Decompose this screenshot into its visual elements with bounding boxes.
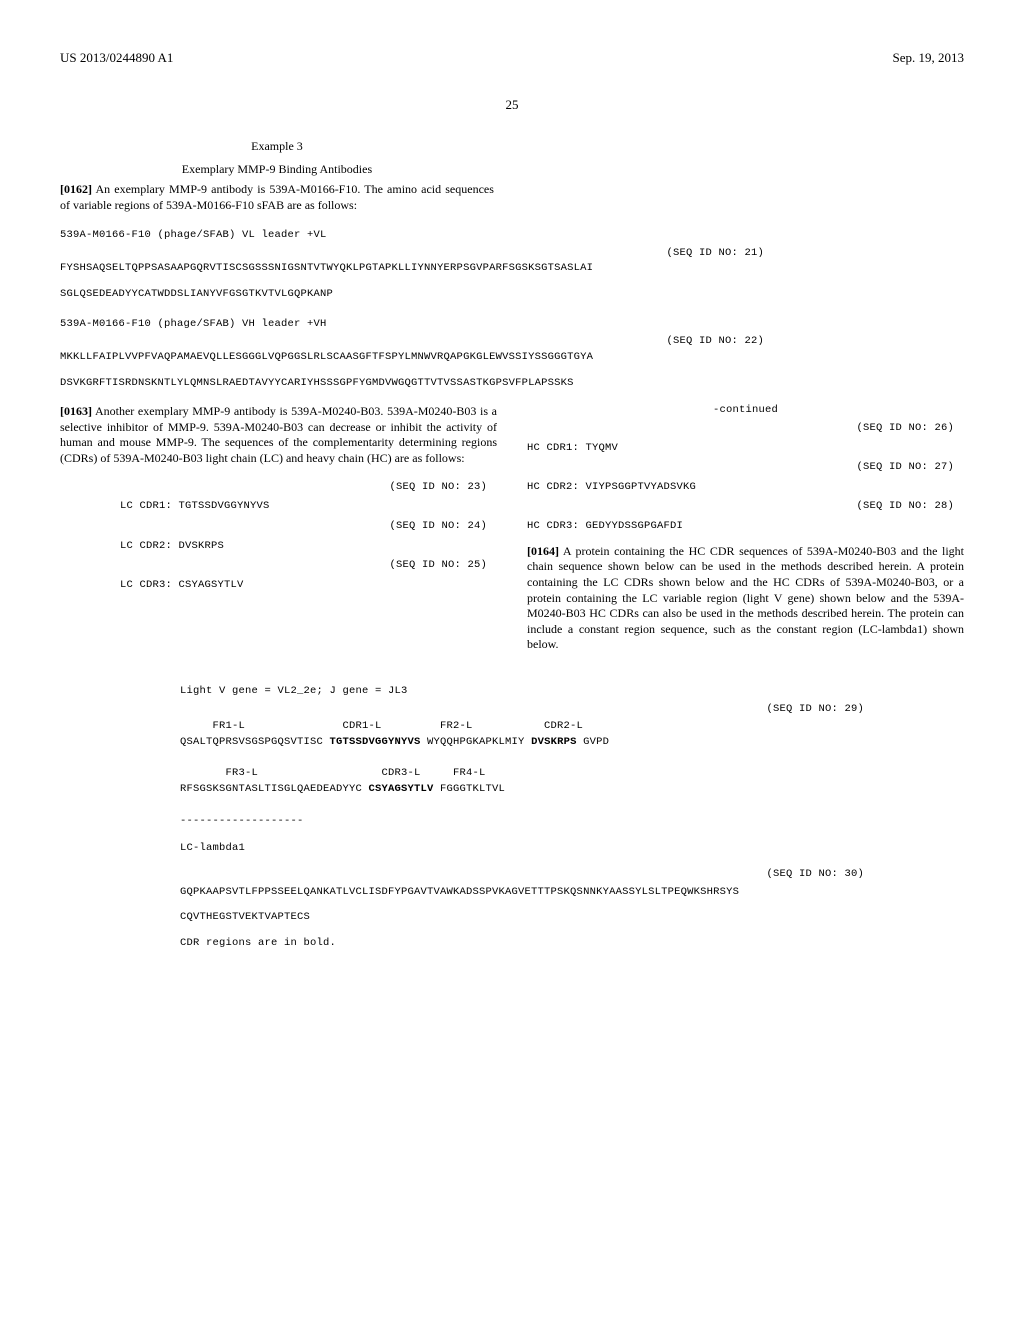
seq-line: MKKLLFAIPLVVPFVAQPAMAEVQLLESGGGLVQPGGSLR… xyxy=(60,351,964,365)
seq-id: (SEQ ID NO: 22) xyxy=(60,335,964,349)
cdr-row: LC CDR2: DVSKRPS xyxy=(120,540,497,554)
publication-number: US 2013/0244890 A1 xyxy=(60,50,173,67)
cdr-row: (SEQ ID NO: 23) xyxy=(120,481,497,495)
lambda-note: CDR regions are in bold. xyxy=(180,937,904,951)
cdr-row: HC CDR2: VIYPSGGPTVYADSVKG xyxy=(527,481,964,495)
para-num: [0162] xyxy=(60,182,92,196)
cdr-row: (SEQ ID NO: 28) xyxy=(527,500,964,514)
page-header: US 2013/0244890 A1 Sep. 19, 2013 xyxy=(60,50,964,67)
paragraph-0164: [0164] A protein containing the HC CDR s… xyxy=(527,544,964,653)
cdr-seq: VIYPSGGPTVYADSVKG xyxy=(586,481,697,495)
para-num: [0163] xyxy=(60,404,92,418)
cdr-seq: GEDYYDSSGPGAFDI xyxy=(586,520,684,534)
separator: ------------------- xyxy=(180,815,904,829)
hc-cdr-table: -continued (SEQ ID NO: 26) HC CDR1: TYQM… xyxy=(527,404,964,533)
seq-id: (SEQ ID NO: 26) xyxy=(856,422,964,436)
framework-block: Light V gene = VL2_2e; J gene = JL3 (SEQ… xyxy=(60,685,964,951)
cdr-label: LC CDR3: xyxy=(120,579,172,593)
seq-block-21: 539A-M0166-F10 (phage/SFAB) VL leader +V… xyxy=(60,229,964,302)
cdr-seq: TYQMV xyxy=(586,442,619,456)
publication-date: Sep. 19, 2013 xyxy=(893,50,965,67)
left-column: [0163] Another exemplary MMP-9 antibody … xyxy=(60,404,497,665)
fw-labels-1: FR1-L CDR1-L FR2-L CDR2-L xyxy=(180,720,904,734)
lambda-block: LC-lambda1 (SEQ ID NO: 30) GQPKAAPSVTLFP… xyxy=(180,842,904,950)
seq-id: (SEQ ID NO: 25) xyxy=(389,559,497,573)
seq-id: (SEQ ID NO: 28) xyxy=(856,500,964,514)
cdr-row: LC CDR1: TGTSSDVGGYNYVS xyxy=(120,500,497,514)
para-text: A protein containing the HC CDR sequence… xyxy=(527,544,964,652)
cdr-label: HC CDR1: xyxy=(527,442,579,456)
cdr-seq: TGTSSDVGGYNYVS xyxy=(179,500,270,514)
fw-row-2: RFSGSKSGNTASLTISGLQAEDEADYYC CSYAGSYTLV … xyxy=(180,783,904,797)
seq-id: (SEQ ID NO: 27) xyxy=(856,461,964,475)
lambda-label: LC-lambda1 xyxy=(180,842,904,856)
cdr-label: LC CDR1: xyxy=(120,500,172,514)
continued-label: -continued xyxy=(527,404,964,418)
example-subtitle: Exemplary MMP-9 Binding Antibodies xyxy=(60,162,494,178)
example-title: Example 3 xyxy=(60,139,494,155)
lc-cdr-table: (SEQ ID NO: 23) LC CDR1: TGTSSDVGGYNYVS … xyxy=(60,481,497,593)
lambda-seq-1: GQPKAAPSVTLFPPSSEELQANKATLVCLISDFYPGAVTV… xyxy=(180,886,904,900)
cdr-row: HC CDR1: TYQMV xyxy=(527,442,964,456)
para-text: An exemplary MMP-9 antibody is 539A-M016… xyxy=(60,182,494,212)
seq-id: (SEQ ID NO: 23) xyxy=(389,481,497,495)
seq-id-30: (SEQ ID NO: 30) xyxy=(180,868,904,882)
right-column: -continued (SEQ ID NO: 26) HC CDR1: TYQM… xyxy=(527,404,964,665)
two-column-section: [0163] Another exemplary MMP-9 antibody … xyxy=(60,404,964,665)
fw-labels-2: FR3-L CDR3-L FR4-L xyxy=(180,767,904,781)
cdr-label: LC CDR2: xyxy=(120,540,172,554)
seq-label: 539A-M0166-F10 (phage/SFAB) VH leader +V… xyxy=(60,318,964,332)
cdr-row: (SEQ ID NO: 25) xyxy=(120,559,497,573)
cdr-row: LC CDR3: CSYAGSYTLV xyxy=(120,579,497,593)
lambda-seq-2: CQVTHEGSTVEKTVAPTECS xyxy=(180,911,904,925)
paragraph-0162: [0162] An exemplary MMP-9 antibody is 53… xyxy=(60,182,494,213)
para-text: Another exemplary MMP-9 antibody is 539A… xyxy=(60,404,497,465)
seq-label: 539A-M0166-F10 (phage/SFAB) VL leader +V… xyxy=(60,229,964,243)
seq-line: DSVKGRFTISRDNSKNTLYLQMNSLRAEDTAVYYCARIYH… xyxy=(60,377,964,391)
cdr-label: HC CDR2: xyxy=(527,481,579,495)
cdr-seq: CSYAGSYTLV xyxy=(179,579,244,593)
cdr-row: (SEQ ID NO: 24) xyxy=(120,520,497,534)
cdr-seq: DVSKRPS xyxy=(179,540,225,554)
seq-block-22: 539A-M0166-F10 (phage/SFAB) VH leader +V… xyxy=(60,318,964,391)
seq-id: (SEQ ID NO: 24) xyxy=(389,520,497,534)
seq-id-29: (SEQ ID NO: 29) xyxy=(180,703,904,717)
seq-id: (SEQ ID NO: 21) xyxy=(60,247,964,261)
cdr-row: (SEQ ID NO: 26) xyxy=(527,422,964,436)
seq-line: SGLQSEDEADYYCATWDDSLIANYVFGSGTKVTVLGQPKA… xyxy=(60,288,964,302)
paragraph-0163: [0163] Another exemplary MMP-9 antibody … xyxy=(60,404,497,466)
cdr-row: (SEQ ID NO: 27) xyxy=(527,461,964,475)
cdr-label: HC CDR3: xyxy=(527,520,579,534)
page-number: 25 xyxy=(60,97,964,114)
seq-line: FYSHSAQSELTQPPSASAAPGQRVTISCSGSSSNIGSNTV… xyxy=(60,262,964,276)
gene-line: Light V gene = VL2_2e; J gene = JL3 xyxy=(180,685,904,699)
para-num: [0164] xyxy=(527,544,559,558)
cdr-row: HC CDR3: GEDYYDSSGPGAFDI xyxy=(527,520,964,534)
fw-row-1: QSALTQPRSVSGSPGQSVTISC TGTSSDVGGYNYVS WY… xyxy=(180,736,904,750)
